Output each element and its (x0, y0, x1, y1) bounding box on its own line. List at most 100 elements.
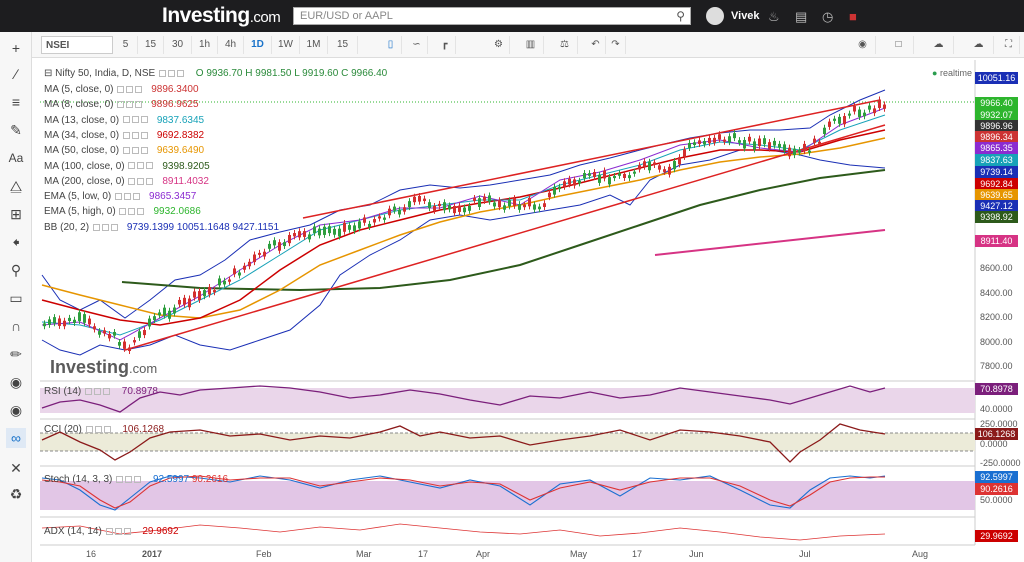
legend-toggle-icon[interactable] (137, 177, 145, 185)
interval-custom[interactable]: 15 (328, 36, 358, 54)
price-axis-tick: 8000.00 (980, 336, 1013, 347)
indicator-legend-item: EMA (5, high, 0) 9932.0686 (44, 206, 201, 217)
cloud-load-icon[interactable]: ☁ (964, 36, 994, 54)
candle (878, 99, 881, 108)
legend-toggle-icon[interactable] (168, 69, 175, 77)
legend-toggle-icon[interactable] (159, 69, 166, 77)
legend-toggle-icon[interactable] (92, 223, 100, 231)
compare-icon[interactable]: ⚖ (552, 36, 578, 54)
legend-toggle-icon[interactable] (115, 192, 123, 200)
candle (233, 268, 236, 275)
legend-toggle-icon[interactable] (177, 69, 184, 77)
horizontal-lines-icon[interactable]: ≡ (11, 94, 21, 110)
drawing-tools-sidebar: + ∕ ≡ ✎ Aa ⧋ ⊞ 🠸 ⚲ ▭ ∩ ✏ ◉ ◉ ∞ ✕ ♻ (0, 32, 32, 562)
candle (523, 204, 526, 208)
legend-toggle-icon[interactable] (135, 85, 143, 93)
cloud-save-icon[interactable]: ☁ (924, 36, 954, 54)
legend-toggle-icon[interactable] (140, 116, 148, 124)
legend-toggle-icon[interactable] (126, 101, 134, 109)
camera-icon[interactable]: ◉ (850, 36, 876, 54)
clock-icon[interactable]: ◷ (822, 9, 834, 24)
price-tag: 9692.84 (975, 178, 1018, 190)
legend-toggle-icon[interactable] (117, 85, 125, 93)
investing-logo[interactable]: Investing.com (162, 4, 281, 28)
interval-4h[interactable]: 4h (218, 36, 244, 54)
trendline-icon[interactable]: ∕ (14, 66, 18, 82)
interval-1m[interactable]: 1M (300, 36, 328, 54)
legend-toggle-icon[interactable] (122, 131, 130, 139)
legend-toggle-icon[interactable] (122, 147, 130, 155)
color-picker-icon[interactable]: □ (884, 36, 914, 54)
measure-icon[interactable]: ▭ (9, 290, 23, 306)
magnet-icon[interactable]: ∩ (10, 318, 22, 334)
user-name[interactable]: Vivek (731, 10, 760, 22)
settings-icon[interactable]: ⚙ (488, 36, 510, 54)
eye-icon[interactable]: ◉ (9, 402, 23, 418)
interval-1d[interactable]: 1D (244, 36, 272, 54)
collapse-icon[interactable]: ⊟ (44, 68, 53, 79)
legend-toggle-icon[interactable] (101, 223, 109, 231)
candle (383, 217, 386, 220)
fibonacci-icon[interactable]: ⊞ (10, 206, 22, 222)
legend-toggle-icon[interactable] (131, 116, 139, 124)
candle (553, 186, 556, 195)
legend-toggle-icon[interactable] (128, 177, 136, 185)
candle (518, 204, 521, 210)
legend-toggle-icon[interactable] (131, 131, 139, 139)
trash-icon[interactable]: ♻ (9, 486, 23, 502)
flag-icon[interactable]: ■ (849, 9, 857, 24)
candle (803, 143, 806, 152)
legend-toggle-icon[interactable] (124, 192, 132, 200)
redo-icon[interactable]: ↷ (606, 36, 626, 54)
legend-toggle-icon[interactable] (133, 192, 141, 200)
legend-toggle-icon[interactable] (110, 223, 118, 231)
candle (43, 323, 46, 327)
interval-5[interactable]: 5 (114, 36, 138, 54)
fullscreen-icon[interactable]: ⛶ (998, 36, 1020, 54)
lock-icon[interactable]: ◉ (9, 374, 23, 390)
brush-icon[interactable]: ✎ (10, 122, 22, 138)
candle (433, 205, 436, 211)
symbol-input[interactable]: NSEI (41, 36, 113, 54)
wrench-icon[interactable]: ✕ (10, 460, 22, 476)
interval-15[interactable]: 15 (138, 36, 164, 54)
text-icon[interactable]: Aa (8, 151, 24, 165)
bars-style-icon[interactable]: ┏ (434, 36, 456, 54)
legend-toggle-icon[interactable] (128, 208, 136, 216)
zoom-icon[interactable]: ⚲ (10, 262, 22, 278)
undo-icon[interactable]: ↶ (586, 36, 606, 54)
pattern-icon[interactable]: ⧋ (9, 178, 23, 194)
legend-toggle-icon[interactable] (135, 101, 143, 109)
candle (143, 330, 146, 336)
crosshair-icon[interactable]: + (11, 40, 21, 56)
legend-toggle-icon[interactable] (140, 147, 148, 155)
arrow-left-icon[interactable]: 🠸 (12, 234, 20, 250)
legend-toggle-icon[interactable] (122, 116, 130, 124)
link-icon[interactable]: ∞ (6, 428, 26, 448)
interval-1w[interactable]: 1W (272, 36, 300, 54)
search-icon[interactable]: ⚲ (676, 9, 685, 23)
interval-1h[interactable]: 1h (192, 36, 218, 54)
legend-toggle-icon[interactable] (119, 208, 127, 216)
legend-toggle-icon[interactable] (137, 162, 145, 170)
candle (713, 137, 716, 143)
indicators-icon[interactable]: ▥ (518, 36, 544, 54)
pencil-lock-icon[interactable]: ✏ (10, 346, 22, 362)
legend-toggle-icon[interactable] (146, 177, 154, 185)
legend-toggle-icon[interactable] (131, 147, 139, 155)
briefcase-icon[interactable]: ▤ (795, 9, 808, 24)
line-style-icon[interactable]: ∽ (406, 36, 428, 54)
interval-30[interactable]: 30 (164, 36, 192, 54)
candle (283, 242, 286, 247)
legend-toggle-icon[interactable] (126, 85, 134, 93)
legend-toggle-icon[interactable] (117, 101, 125, 109)
candle-style-icon[interactable]: ▯ (380, 36, 402, 54)
avatar[interactable] (706, 7, 724, 25)
search-input[interactable]: EUR/USD or AAPL ⚲ (293, 7, 691, 25)
indicator-legend-item: MA (34, close, 0) 9692.8382 (44, 130, 204, 141)
legend-toggle-icon[interactable] (140, 131, 148, 139)
legend-toggle-icon[interactable] (146, 162, 154, 170)
legend-toggle-icon[interactable] (137, 208, 145, 216)
legend-toggle-icon[interactable] (128, 162, 136, 170)
bell-icon[interactable]: ♨ (768, 9, 780, 24)
